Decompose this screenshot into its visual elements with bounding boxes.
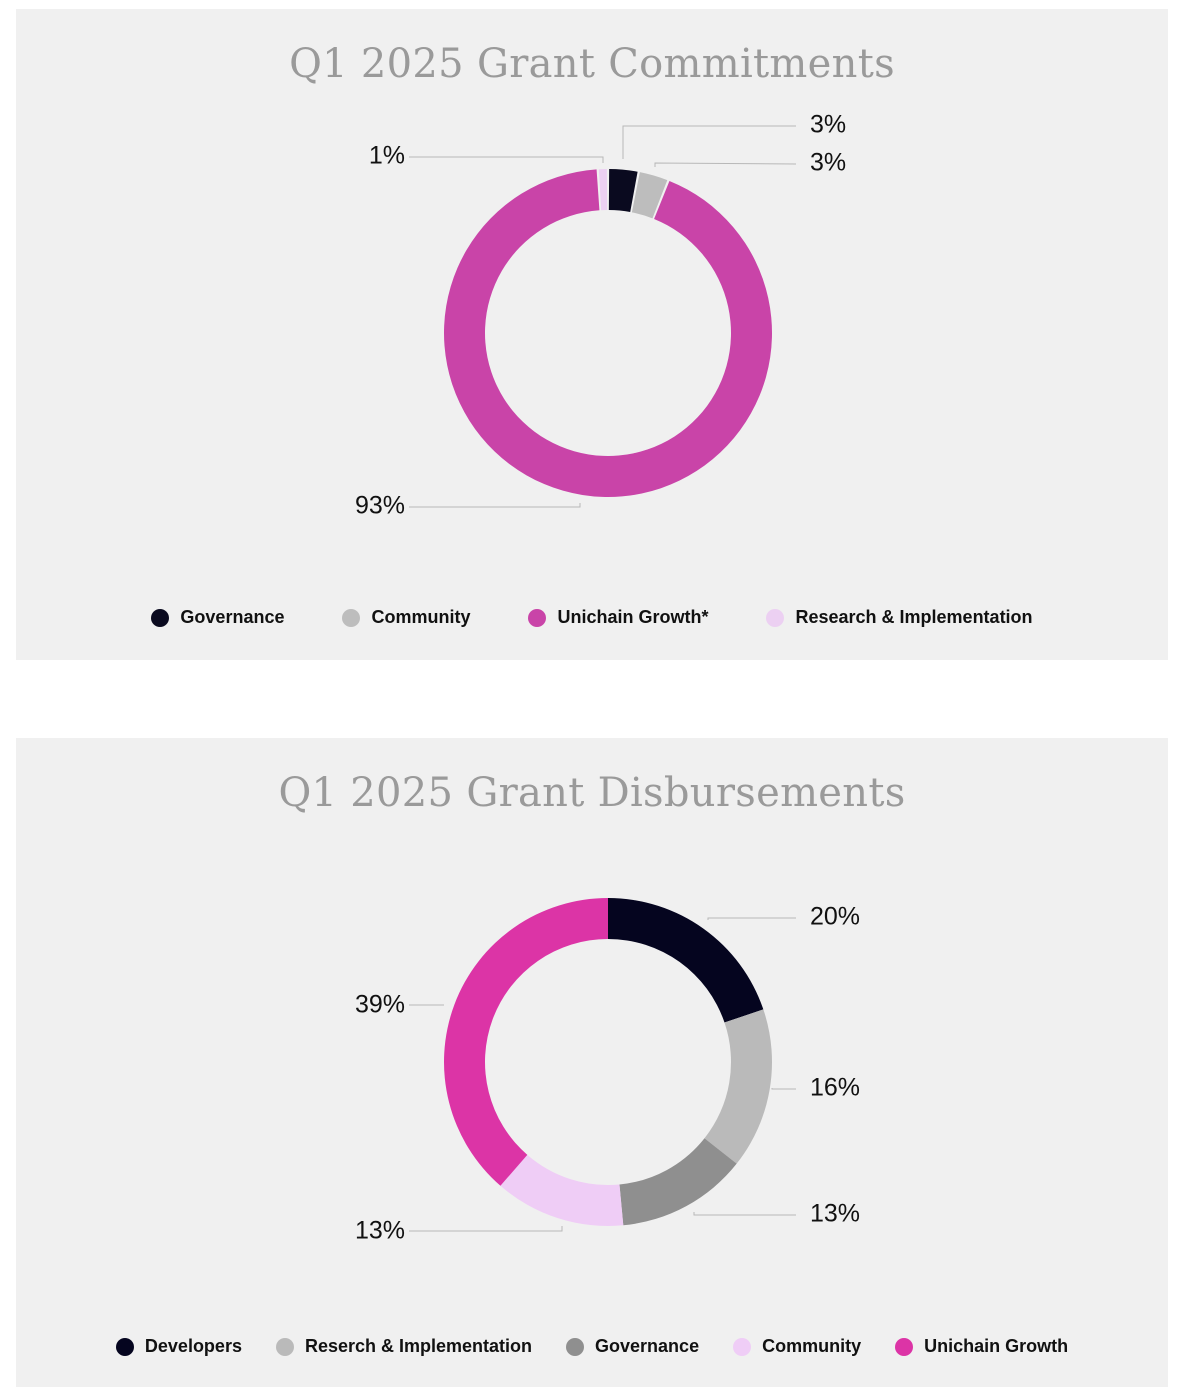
legend-label: Governance — [595, 1336, 700, 1356]
legend-item-unichain-growth: Unichain Growth* — [528, 607, 708, 628]
legend-label: Research & Implementation — [795, 607, 1033, 627]
leader-line-governance — [693, 1212, 796, 1216]
legend-item-unichain-growth: Unichain Growth — [895, 1336, 1068, 1357]
legend-label: Developers — [144, 1336, 242, 1356]
donut-slice-governance — [619, 1138, 737, 1226]
leader-line-governance — [622, 125, 796, 159]
legend-item-developers: Developers — [115, 1336, 242, 1357]
leader-line-community — [654, 162, 797, 167]
donut-slice-community — [631, 172, 668, 219]
legend-label: Unichain Growth — [924, 1336, 1069, 1356]
legend-label: Governance — [180, 607, 285, 627]
legend-swatch — [151, 608, 170, 627]
donut-slice-unichain-growth — [444, 898, 608, 1186]
commitments-legend: Governance Community Unichain Growth* Resea… — [16, 607, 1168, 628]
legend-swatch — [895, 1337, 914, 1356]
disbursements-chart-panel: Q1 2025 Grant Disbursements 20% 16% 13% 13%… — [16, 738, 1168, 1387]
legend-item-community: Community — [342, 607, 470, 628]
legend-item-research-implementation: Research & Implementation — [766, 607, 1033, 628]
legend-swatch — [115, 1337, 134, 1356]
leader-line-unichain-growth — [409, 503, 581, 508]
donut-slice-developers — [608, 898, 764, 1023]
legend-item-governance: Governance — [566, 1336, 699, 1357]
data-label-reserch-implementation: 16% — [810, 1074, 860, 1102]
legend-item-governance: Governance — [151, 607, 284, 628]
donut-slice-governance — [608, 169, 638, 213]
data-label-governance: 13% — [810, 1200, 860, 1228]
legend-swatch — [566, 1337, 585, 1356]
commitments-donut-chart: 3% 3% 1% 93% — [355, 111, 846, 520]
leader-line-community — [409, 1226, 563, 1232]
legend-item-reserch-implementation: Reserch & Implementation — [275, 1336, 533, 1357]
legend-swatch — [766, 608, 785, 627]
chart-title: Q1 2025 Grant Disbursements — [278, 770, 906, 816]
legend-item-community: Community — [733, 1336, 861, 1357]
disbursements-legend: Developers Reserch & Implementation Govern… — [16, 1336, 1168, 1357]
data-label-developers: 20% — [810, 903, 860, 931]
legend-label: Unichain Growth* — [557, 607, 709, 627]
legend-swatch — [733, 1337, 752, 1356]
legend-label: Reserch & Implementation — [304, 1336, 533, 1356]
legend-label: Community — [371, 607, 471, 627]
data-label-community: 13% — [355, 1217, 405, 1245]
donut-slice-community — [500, 1154, 624, 1226]
legend-swatch — [275, 1337, 294, 1356]
chart-title: Q1 2025 Grant Commitments — [289, 41, 895, 87]
leader-line-developers — [707, 917, 796, 920]
data-label-community: 3% — [810, 149, 846, 177]
legend-swatch — [528, 608, 547, 627]
donut-slice-reserch-implementation — [704, 1009, 773, 1164]
donut-slice-research-implementation — [598, 169, 608, 211]
data-label-research-implementation: 1% — [369, 142, 405, 170]
data-label-governance: 3% — [810, 111, 846, 139]
commitments-chart-panel: Q1 2025 Grant Commitments 3% 3% 1% 93% Gove… — [16, 9, 1168, 660]
legend-swatch — [342, 608, 361, 627]
leader-line-reserch-implementation — [771, 1088, 796, 1090]
legend-label: Community — [762, 1336, 862, 1356]
leader-line-research-implementation — [409, 156, 604, 163]
data-label-unichain-growth: 39% — [355, 991, 405, 1019]
donut-slice-unichain-growth — [443, 169, 772, 498]
data-label-unichain-growth: 93% — [355, 492, 405, 520]
disbursements-donut-chart: 20% 16% 13% 13% 39% — [355, 898, 860, 1245]
